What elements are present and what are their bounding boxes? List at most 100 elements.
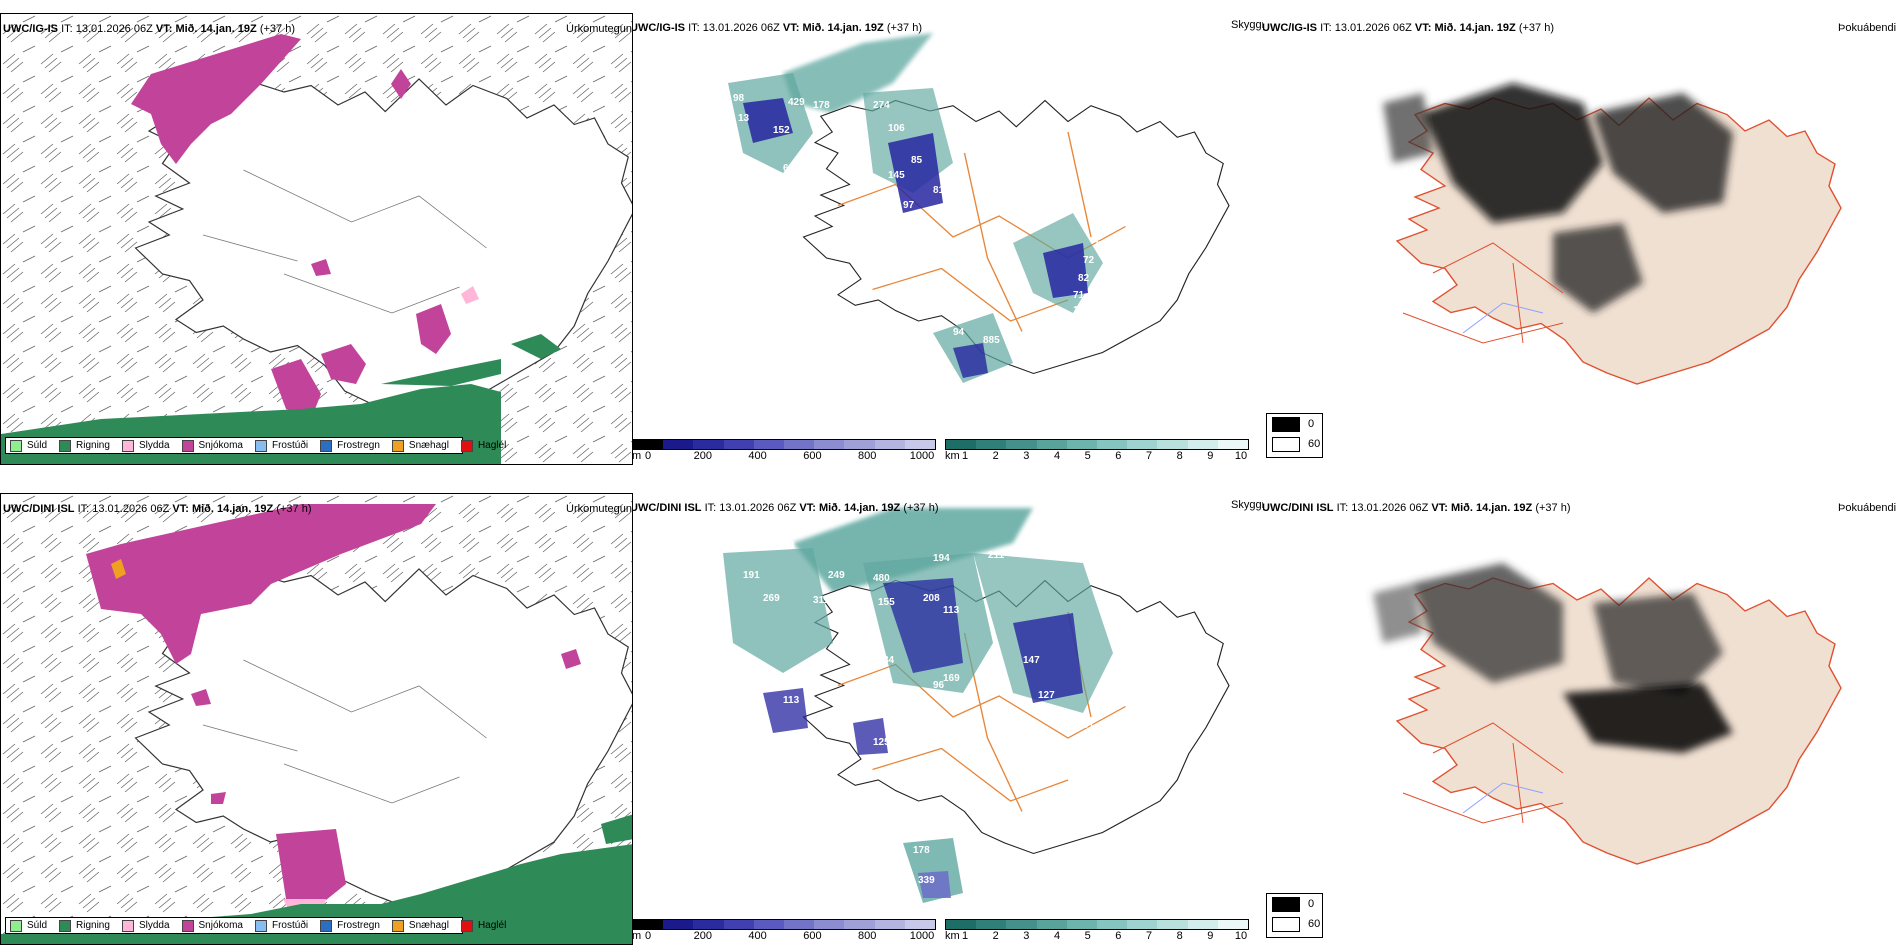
cloud-base-label: 113 <box>943 605 960 616</box>
legend-item-rigning: Rigning <box>59 439 110 452</box>
legend-item-rigning: Rigning <box>59 919 110 932</box>
colorbar-tick: 8 <box>1176 450 1183 462</box>
colorbar-tick: 1000 <box>909 450 935 462</box>
model-name: UWC/DINI ISL <box>633 502 702 514</box>
legend-swatch <box>320 919 333 932</box>
legend-swatch <box>121 919 134 932</box>
legend-label: Frostregn <box>337 920 380 931</box>
colorbar-tick: 600 <box>803 450 822 462</box>
cloud-base-label: 94 <box>953 327 965 338</box>
colorbar-cell <box>904 920 936 929</box>
precip-type-panel-bottom: UWC/DINI ISL IT: 13.01.2026 06Z VT: Mið.… <box>0 493 633 945</box>
fog-shading <box>1383 83 1733 313</box>
legend-label: Snæhagl <box>408 920 449 931</box>
colorbar-tick: 0 <box>644 930 652 942</box>
precip-map-top <box>1 14 632 464</box>
fog-shading <box>1373 563 1733 753</box>
legend-label: Frostúði <box>271 920 309 931</box>
legend-item-snæhagl: Snæhagl <box>391 439 449 452</box>
fog-legend-label: 60 <box>1308 918 1321 930</box>
fog-legend-swatch <box>1272 896 1300 912</box>
colorbar-tick: 600 <box>803 930 822 942</box>
it-label: IT: <box>1320 22 1332 34</box>
colorbar-cell <box>874 920 905 929</box>
lead-time: (+37 h) <box>1535 502 1571 514</box>
vt-value: Mið. 14.jan. 19Z <box>1434 22 1516 34</box>
fog-legend-label: 0 <box>1308 418 1315 430</box>
legend-label: Rigning <box>76 440 110 451</box>
colorbar-cell <box>1006 440 1037 449</box>
cloud-base-label: 120 <box>1033 765 1050 776</box>
cloud-base-label: 950 <box>728 533 745 544</box>
colorbar-cell <box>844 920 875 929</box>
colorbar-cell <box>1217 440 1249 449</box>
colorbar-cell <box>663 920 694 929</box>
fog-legend-label: 60 <box>1308 438 1321 450</box>
cloud-base-label: 885 <box>983 335 1000 346</box>
cloud-base-label: 178 <box>813 100 830 111</box>
cloud-base-label: 169 <box>943 673 960 684</box>
cloud-base-label: 81 <box>933 185 945 196</box>
legend-label: Snæhagl <box>408 440 449 451</box>
cloud-base-label: 429 <box>788 97 805 108</box>
colorbar-tick: 9 <box>1207 930 1214 942</box>
colorbar-cell <box>814 920 845 929</box>
model-name: UWC/IG-IS <box>1263 22 1317 34</box>
fog-map-top <box>1383 83 1842 385</box>
colorbar-cell <box>1127 920 1158 929</box>
colorbar-cell <box>1036 920 1067 929</box>
colorbar-cell <box>874 440 905 449</box>
legend-item-slydda: Slydda <box>121 439 170 452</box>
visibility-colorbar: km 1 2 3 4 5 6 7 8 9 10 <box>945 919 1249 943</box>
cloud-base-label: 89 <box>973 145 985 156</box>
lead-time: (+37 h) <box>259 23 295 35</box>
precip-legend: Súld Rigning Slydda Snjókoma Frostúði Frostre… <box>5 437 506 454</box>
vt-label: VT: <box>155 23 173 35</box>
colorbar-tick: 400 <box>748 930 767 942</box>
fog-legend-row: 0 <box>1267 894 1322 914</box>
cloud-base-label: 91 <box>1083 720 1095 731</box>
colorbar-cell <box>693 920 724 929</box>
fog-panel-bottom: UWC/DINI ISL IT: 13.01.2026 06Z VT: Mið.… <box>1263 493 1900 945</box>
legend-item-haglél: Haglél <box>460 439 507 452</box>
cloudbase-panel-bottom: 950 193 191 249 269 311 480 194 211 209 155 208 113 1… <box>633 493 1263 945</box>
fog-panel-top: UWC/IG-IS IT: 13.01.2026 06Z VT: Mið. 14… <box>1263 13 1900 465</box>
colorbar-tick: 800 <box>858 930 877 942</box>
cloud-base-label: 480 <box>873 573 890 584</box>
legend-label: Haglél <box>477 440 507 451</box>
colorbar-cell <box>1127 440 1158 449</box>
cloud-base-label: 193 <box>778 540 795 551</box>
cloud-base-label: 155 <box>733 63 750 74</box>
colorbar-cell <box>633 440 664 449</box>
legend-item-súld: Súld <box>10 919 47 932</box>
legend-swatch <box>181 439 194 452</box>
colorbar-tick: 1000 <box>909 930 935 942</box>
legend-label: Súld <box>27 440 48 451</box>
legend-swatch <box>121 439 134 452</box>
header-bottom-right: UWC/DINI ISL IT: 13.01.2026 06Z VT: Mið.… <box>1263 502 1571 515</box>
precip-map-bottom <box>1 494 632 944</box>
legend-item-frostregn: Frostregn <box>320 439 380 452</box>
colorbar-cell <box>1217 920 1249 929</box>
legend-item-slydda: Slydda <box>121 919 170 932</box>
cloud-base-label: 145 <box>888 170 905 181</box>
cloud-base-label: 147 <box>1023 655 1040 666</box>
legend-swatch <box>391 919 404 932</box>
legend-item-frostregn: Frostregn <box>320 919 380 932</box>
cloud-base-label: 13 <box>738 113 750 124</box>
legend-item-haglél: Haglél <box>460 919 506 932</box>
it-label: IT: <box>704 502 717 514</box>
legend-label: Snjókoma <box>198 920 243 931</box>
cloud-base-label: 113 <box>783 695 800 706</box>
colorbar-cell <box>753 920 785 929</box>
legend-item-snjókoma: Snjókoma <box>181 919 243 932</box>
colorbar-unit: km <box>945 930 960 942</box>
it-value: 13.01.2026 06Z <box>702 22 780 34</box>
precip-type-panel-top: UWC/IG-IS IT: 13.01.2026 06Z VT: Mið. 14… <box>0 13 633 465</box>
colorbar-cell <box>1157 920 1188 929</box>
cloud-base-label: 75 <box>1093 240 1105 251</box>
fog-legend-row: 0 <box>1267 414 1322 434</box>
colorbar-tick: 4 <box>1053 450 1061 462</box>
vt-value: Mið. 14.jan. 19Z <box>818 502 901 514</box>
